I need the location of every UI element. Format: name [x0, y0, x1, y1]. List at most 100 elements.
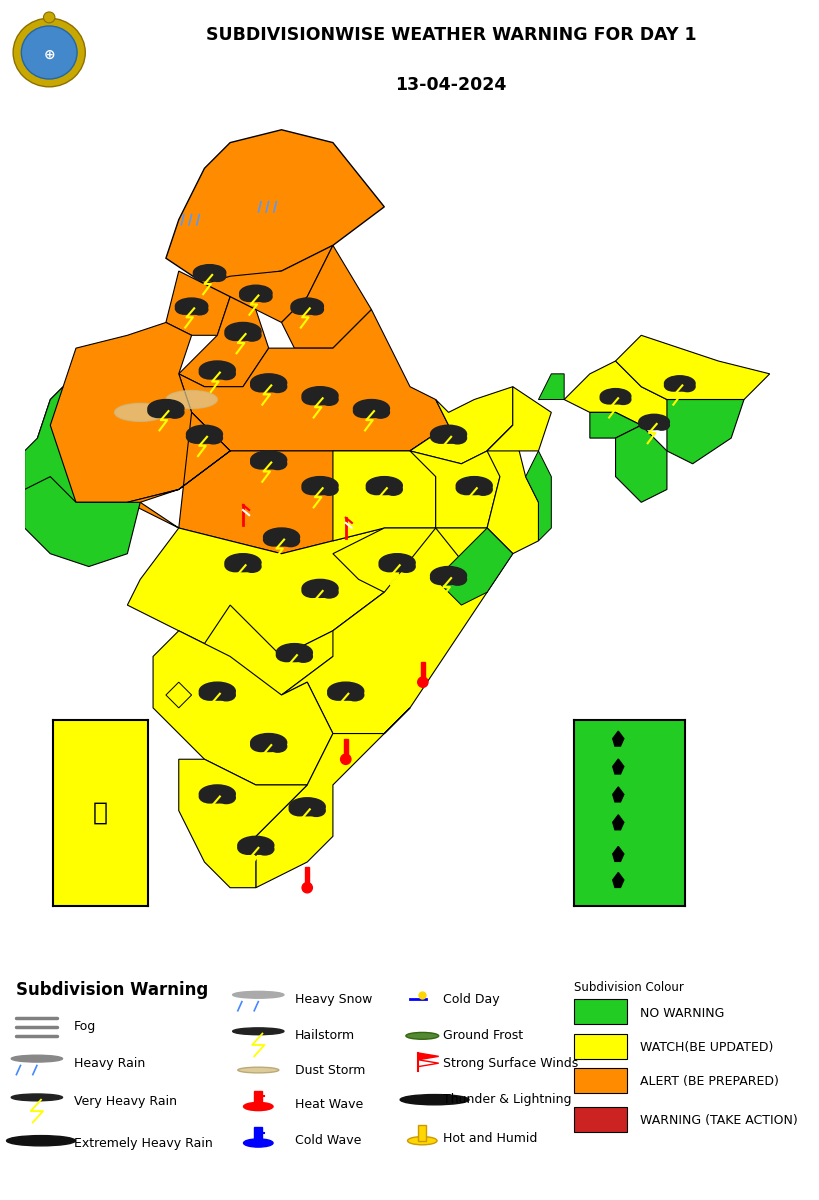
Bar: [573, 1068, 627, 1093]
Text: NO WARNING: NO WARNING: [639, 1007, 723, 1020]
Text: Cold Wave: Cold Wave: [295, 1134, 361, 1147]
Ellipse shape: [165, 390, 217, 408]
Polygon shape: [612, 760, 623, 774]
Bar: [418, 1124, 426, 1141]
Ellipse shape: [199, 682, 235, 700]
Ellipse shape: [301, 584, 322, 598]
Polygon shape: [38, 323, 230, 503]
Ellipse shape: [115, 403, 165, 421]
Polygon shape: [25, 476, 140, 566]
Ellipse shape: [251, 451, 287, 469]
Text: ALERT (BE PREPARED): ALERT (BE PREPARED): [639, 1075, 777, 1088]
Polygon shape: [612, 815, 623, 829]
Ellipse shape: [301, 580, 337, 598]
Polygon shape: [165, 682, 192, 708]
Ellipse shape: [238, 1067, 278, 1073]
Ellipse shape: [269, 740, 287, 752]
Ellipse shape: [430, 566, 466, 584]
Ellipse shape: [289, 798, 325, 816]
Circle shape: [21, 26, 77, 79]
Circle shape: [243, 1139, 273, 1147]
Ellipse shape: [11, 1055, 62, 1062]
Polygon shape: [563, 361, 679, 425]
Ellipse shape: [199, 790, 219, 803]
Circle shape: [417, 677, 428, 688]
Circle shape: [13, 18, 85, 86]
Ellipse shape: [210, 271, 225, 282]
Ellipse shape: [175, 298, 207, 314]
Ellipse shape: [276, 643, 312, 661]
Ellipse shape: [328, 688, 348, 700]
Text: Thunder & Lightning: Thunder & Lightning: [442, 1093, 571, 1106]
Ellipse shape: [663, 376, 695, 391]
Ellipse shape: [366, 481, 387, 494]
Bar: [254, 1127, 262, 1142]
Polygon shape: [615, 335, 769, 400]
Ellipse shape: [371, 407, 389, 418]
Ellipse shape: [301, 386, 337, 404]
Polygon shape: [333, 528, 512, 605]
Ellipse shape: [233, 1028, 283, 1034]
Polygon shape: [612, 787, 623, 802]
Circle shape: [301, 882, 312, 893]
Ellipse shape: [193, 265, 225, 281]
Bar: [254, 1091, 262, 1106]
Ellipse shape: [165, 407, 183, 418]
Ellipse shape: [384, 484, 402, 496]
Text: Ground Frost: Ground Frost: [442, 1030, 523, 1043]
Ellipse shape: [193, 269, 211, 281]
Polygon shape: [612, 846, 623, 862]
Ellipse shape: [301, 481, 322, 494]
Ellipse shape: [256, 292, 272, 302]
Ellipse shape: [600, 392, 617, 404]
Circle shape: [43, 12, 55, 23]
Ellipse shape: [378, 559, 399, 571]
Text: Hailstorm: Hailstorm: [295, 1030, 355, 1043]
Ellipse shape: [199, 366, 219, 379]
Ellipse shape: [396, 560, 414, 572]
Ellipse shape: [319, 394, 337, 406]
Polygon shape: [256, 708, 410, 888]
Polygon shape: [525, 451, 550, 541]
Polygon shape: [666, 400, 743, 463]
Polygon shape: [281, 245, 371, 348]
Ellipse shape: [263, 528, 299, 546]
Text: Fog: Fog: [74, 1020, 96, 1033]
Ellipse shape: [638, 419, 655, 430]
Ellipse shape: [291, 302, 309, 314]
Ellipse shape: [224, 323, 260, 341]
Polygon shape: [165, 271, 230, 335]
Text: Subdivision Warning: Subdivision Warning: [16, 982, 208, 1000]
Polygon shape: [127, 476, 435, 656]
Ellipse shape: [217, 792, 235, 804]
Ellipse shape: [663, 380, 681, 391]
Ellipse shape: [448, 574, 466, 586]
Ellipse shape: [353, 404, 373, 418]
Polygon shape: [486, 386, 550, 451]
Text: WARNING (TAKE ACTION): WARNING (TAKE ACTION): [639, 1114, 796, 1127]
Polygon shape: [179, 760, 307, 888]
Polygon shape: [204, 593, 384, 695]
Ellipse shape: [7, 1135, 75, 1146]
Ellipse shape: [238, 836, 274, 854]
Polygon shape: [538, 374, 563, 400]
Ellipse shape: [269, 380, 287, 392]
Bar: [573, 1033, 627, 1058]
Ellipse shape: [289, 803, 310, 816]
Ellipse shape: [224, 553, 260, 571]
Text: ⛈: ⛈: [93, 802, 108, 826]
Ellipse shape: [654, 420, 668, 430]
Ellipse shape: [307, 305, 323, 314]
Ellipse shape: [430, 571, 450, 584]
Text: 13-04-2024: 13-04-2024: [395, 76, 506, 94]
Ellipse shape: [366, 476, 402, 494]
Circle shape: [243, 1103, 273, 1111]
Ellipse shape: [301, 476, 337, 494]
Polygon shape: [153, 631, 333, 785]
Ellipse shape: [224, 328, 245, 341]
Polygon shape: [410, 425, 512, 528]
Text: Subdivision Colour: Subdivision Colour: [573, 982, 683, 994]
Ellipse shape: [405, 1032, 438, 1039]
Ellipse shape: [239, 290, 258, 301]
Ellipse shape: [346, 689, 364, 701]
